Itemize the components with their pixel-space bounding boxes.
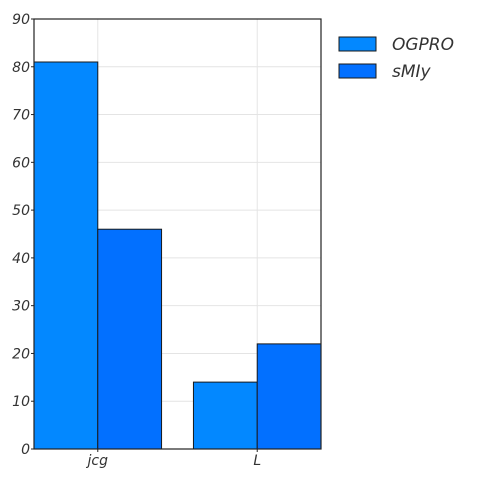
y-tick-label: 30 xyxy=(12,299,30,315)
y-tick-label: 50 xyxy=(12,203,30,219)
bar-OGPRO-L xyxy=(192,381,258,450)
x-tick-label: jcg xyxy=(86,453,109,469)
plot-frame xyxy=(33,18,322,450)
y-tick-label: 60 xyxy=(12,155,30,171)
bar-OGPRO-jcg xyxy=(33,61,99,450)
legend-label-sMIy: sMIy xyxy=(392,62,432,82)
y-tick-label: 0 xyxy=(21,442,30,458)
bar-sMIy-jcg xyxy=(97,228,163,450)
bars xyxy=(33,61,322,450)
legend-label-OGPRO: OGPRO xyxy=(392,35,454,55)
y-tick-label: 10 xyxy=(12,394,30,410)
y-tick-label: 20 xyxy=(12,346,30,362)
y-tick-label: 70 xyxy=(12,108,30,124)
x-tick-label: L xyxy=(253,453,261,469)
y-tick-label: 40 xyxy=(12,251,30,267)
y-tick-label: 80 xyxy=(12,60,30,76)
legend-swatch-OGPRO xyxy=(338,36,377,52)
bar-sMIy-L xyxy=(256,343,322,450)
axes: 0 10 20 30 40 50 60 70 80 90 jcg L xyxy=(12,12,322,469)
y-tick-label: 90 xyxy=(12,12,30,28)
legend-swatch-sMIy xyxy=(338,63,377,79)
legend: OGPRO sMIy xyxy=(338,35,454,82)
